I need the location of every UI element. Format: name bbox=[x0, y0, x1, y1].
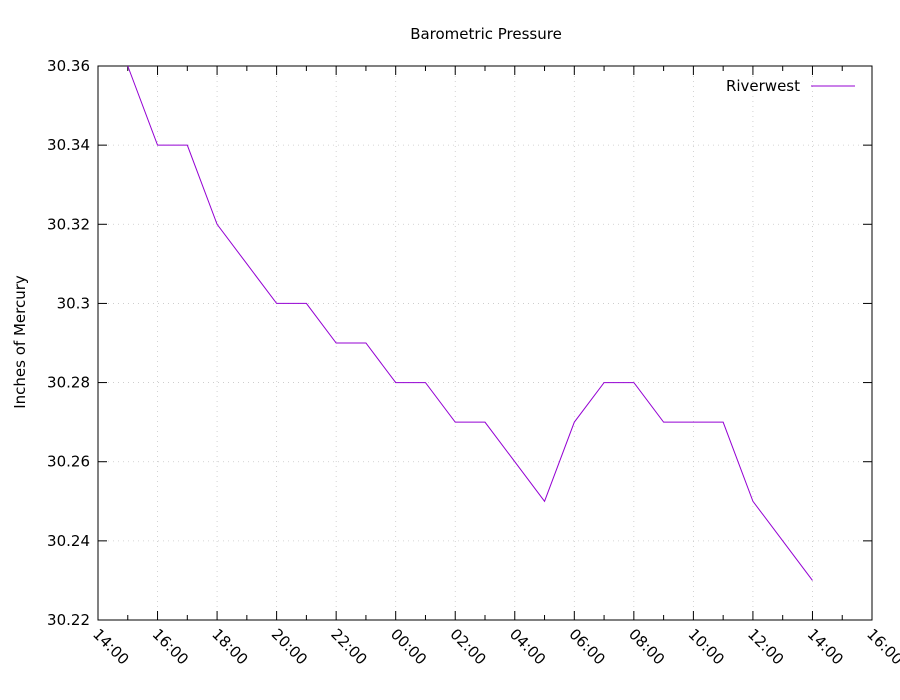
x-tick-label: 02:00 bbox=[446, 625, 489, 668]
y-tick-label: 30.26 bbox=[47, 453, 90, 471]
axes: 30.22 30.24 30.26 30.28 30.3 30.32 30.34 30.36 1… bbox=[47, 57, 900, 668]
x-tick-label: 22:00 bbox=[327, 625, 370, 668]
legend-label-riverwest: Riverwest bbox=[726, 77, 800, 95]
x-tick-label: 16:00 bbox=[863, 625, 900, 668]
x-tick-label: 10:00 bbox=[685, 625, 728, 668]
y-tick-label: 30.34 bbox=[47, 136, 90, 154]
series-line-riverwest bbox=[127, 65, 813, 581]
x-tick-label: 12:00 bbox=[744, 625, 787, 668]
y-axis-label: Inches of Mercury bbox=[11, 275, 29, 409]
y-tick-label: 30.36 bbox=[47, 57, 90, 75]
y-tick-label: 30.28 bbox=[47, 374, 90, 392]
y-tick-label: 30.32 bbox=[47, 215, 90, 233]
x-tick-label: 00:00 bbox=[387, 625, 430, 668]
y-tick-label: 30.3 bbox=[57, 294, 90, 312]
chart-title: Barometric Pressure bbox=[410, 25, 562, 43]
x-tick-label: 08:00 bbox=[625, 625, 668, 668]
grid bbox=[98, 66, 872, 620]
x-tick-label: 06:00 bbox=[565, 625, 608, 668]
y-tick-label: 30.22 bbox=[47, 611, 90, 629]
x-tick-label: 04:00 bbox=[506, 625, 549, 668]
x-tick-label: 18:00 bbox=[208, 625, 251, 668]
x-tick-label: 20:00 bbox=[268, 625, 311, 668]
x-tick-label: 14:00 bbox=[89, 625, 132, 668]
plot-border bbox=[97, 65, 873, 621]
x-tick-label: 16:00 bbox=[149, 625, 192, 668]
y-tick-label: 30.24 bbox=[47, 532, 90, 550]
series-layer bbox=[127, 65, 813, 581]
legend: Riverwest bbox=[726, 77, 855, 95]
x-tick-label: 14:00 bbox=[804, 625, 847, 668]
